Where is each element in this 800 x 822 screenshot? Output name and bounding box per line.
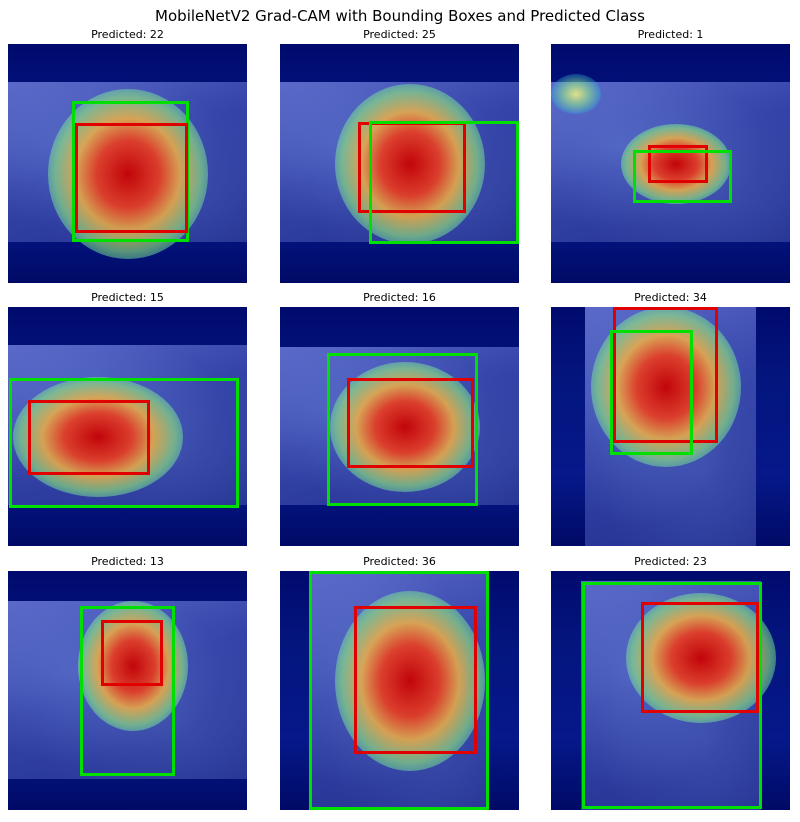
predicted-box xyxy=(648,145,708,183)
figure-title: MobileNetV2 Grad-CAM with Bounding Boxes… xyxy=(155,7,645,25)
predicted-box xyxy=(75,123,188,233)
gradcam-panel xyxy=(280,44,519,283)
gradcam-panel xyxy=(280,307,519,546)
ground-truth-box xyxy=(582,582,762,809)
panel-title: Predicted: 13 xyxy=(91,555,164,568)
activation-heatmap xyxy=(621,124,731,204)
activation-heatmap-secondary xyxy=(551,74,601,114)
activation-heatmap xyxy=(626,593,776,723)
gradcam-panel xyxy=(551,307,790,546)
panel-title: Predicted: 25 xyxy=(363,28,436,41)
panel-title: Predicted: 23 xyxy=(634,555,707,568)
predicted-box xyxy=(28,400,150,475)
panel-title: Predicted: 16 xyxy=(363,291,436,304)
gradcam-panel xyxy=(280,571,519,810)
panel-title: Predicted: 1 xyxy=(637,28,704,41)
gradcam-panel xyxy=(8,44,247,283)
gradcam-panel xyxy=(551,571,790,810)
predicted-box xyxy=(354,606,477,754)
ground-truth-box xyxy=(327,353,478,506)
ground-truth-box xyxy=(309,571,489,810)
ground-truth-box xyxy=(369,121,519,244)
panel-title: Predicted: 34 xyxy=(634,291,707,304)
predicted-box xyxy=(613,307,718,443)
panel-title: Predicted: 36 xyxy=(363,555,436,568)
ground-truth-box xyxy=(80,606,175,776)
activation-heatmap xyxy=(335,591,485,771)
predicted-box xyxy=(347,378,474,468)
gradcam-panel xyxy=(8,307,247,546)
activation-heatmap xyxy=(13,377,183,497)
gradcam-panel xyxy=(8,571,247,810)
panel-title: Predicted: 22 xyxy=(91,28,164,41)
ground-truth-box xyxy=(610,330,693,455)
predicted-box xyxy=(101,620,163,686)
predicted-box xyxy=(641,602,759,713)
activation-heatmap xyxy=(330,362,480,492)
gradcam-panel xyxy=(551,44,790,283)
ground-truth-box xyxy=(9,378,239,508)
panel-title: Predicted: 15 xyxy=(91,291,164,304)
ground-truth-box xyxy=(633,150,732,203)
